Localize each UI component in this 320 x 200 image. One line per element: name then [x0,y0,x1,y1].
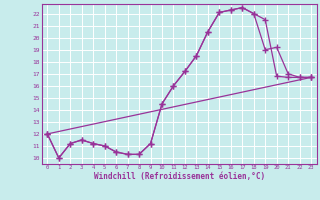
X-axis label: Windchill (Refroidissement éolien,°C): Windchill (Refroidissement éolien,°C) [94,172,265,181]
